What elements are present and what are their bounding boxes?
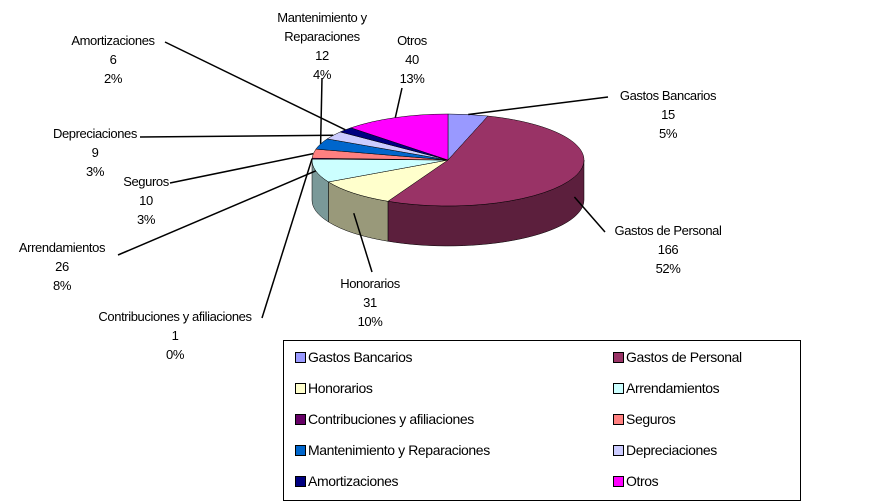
legend-item: Seguros [613, 409, 676, 429]
label-value: 15 [661, 107, 675, 122]
label-name: Depreciaciones [52, 126, 137, 141]
slice [387, 115, 585, 207]
label-name: Gastos Bancarios [619, 88, 717, 103]
legend-item: Mantenimiento y Reparaciones [295, 440, 490, 460]
legend-label: Honorarios [308, 380, 373, 396]
legend-label: Arrendamientos [626, 380, 720, 396]
slice [327, 159, 449, 202]
label-name: Arrendamientos [18, 240, 106, 255]
label-value: 26 [55, 259, 69, 274]
legend-label: Gastos Bancarios [308, 349, 413, 365]
label-percent: 5% [659, 126, 677, 141]
label-percent: 3% [86, 164, 104, 179]
label-value: 40 [405, 52, 419, 67]
label-value: 1 [171, 328, 179, 343]
legend-label: Seguros [626, 411, 676, 427]
legend-swatch [295, 351, 306, 363]
legend-item: Gastos de Personal [613, 347, 742, 367]
legend-swatch [613, 351, 624, 363]
legend-item: Otros [613, 471, 659, 491]
legend-swatch [295, 475, 306, 487]
data-label: Contribuciones y afiliaciones 1 0% [80, 307, 270, 364]
legend-swatch [613, 413, 624, 425]
legend-box [283, 340, 801, 501]
data-label: Gastos de Personal 166 52% [600, 221, 736, 278]
label-name: Contribuciones y afiliaciones [98, 309, 252, 324]
label-value: 166 [657, 242, 679, 257]
legend-swatch [295, 444, 306, 456]
leader-line [169, 152, 314, 184]
label-percent: 13% [399, 71, 425, 86]
leader-line [117, 170, 317, 256]
legend-swatch [295, 382, 306, 394]
data-label: Amortizaciones 6 2% [56, 31, 170, 88]
label-name: Otros [397, 33, 427, 48]
label-name: Gastos de Personal [614, 223, 722, 238]
leader-line [468, 96, 609, 116]
data-label: Gastos Bancarios 15 5% [610, 86, 726, 143]
legend-item: Amortizaciones [295, 471, 399, 491]
legend-item: Arrendamientos [613, 378, 720, 398]
legend-label: Mantenimiento y Reparaciones [308, 442, 490, 458]
label-percent: 52% [655, 261, 681, 276]
legend-label: Contribuciones y afiliaciones [308, 411, 474, 427]
data-label: Mantenimiento y Reparaciones 12 4% [262, 8, 382, 84]
data-label: Seguros 10 3% [116, 172, 176, 229]
legend-item: Honorarios [295, 378, 373, 398]
label-percent: 0% [166, 347, 184, 362]
legend-label: Otros [626, 473, 659, 489]
label-value: 10 [139, 193, 153, 208]
label-percent: 8% [53, 278, 71, 293]
label-name: Seguros [123, 174, 169, 189]
label-percent: 4% [313, 67, 331, 82]
label-value: 31 [363, 295, 377, 310]
label-percent: 10% [357, 314, 383, 329]
label-value: 9 [91, 145, 99, 160]
legend-swatch [613, 444, 624, 456]
legend-swatch [295, 413, 306, 425]
leader-line [573, 196, 606, 233]
label-percent: 2% [104, 71, 122, 86]
leader-line [319, 77, 323, 144]
legend-swatch [613, 382, 624, 394]
legend-item: Depreciaciones [613, 440, 717, 460]
legend-label: Depreciaciones [626, 442, 717, 458]
leader-line [139, 134, 334, 138]
leader-line [353, 212, 373, 273]
data-label: Otros 40 13% [380, 31, 444, 88]
data-label: Depreciaciones 9 3% [40, 124, 150, 181]
data-label: Arrendamientos 26 8% [0, 238, 124, 295]
label-value: 6 [109, 52, 117, 67]
label-value: 12 [315, 48, 329, 63]
legend-item: Gastos Bancarios [295, 347, 413, 367]
label-name: Amortizaciones [71, 33, 155, 48]
legend-item: Contribuciones y afiliaciones [295, 409, 474, 429]
legend-swatch [613, 475, 624, 487]
legend-label: Amortizaciones [308, 473, 399, 489]
legend-label: Gastos de Personal [626, 349, 742, 365]
label-name: Honorarios [340, 276, 400, 291]
label-percent: 3% [137, 212, 155, 227]
leader-line [164, 41, 346, 131]
leader-line [394, 87, 403, 118]
leader-line [261, 158, 313, 319]
label-name: Mantenimiento y Reparaciones [277, 10, 367, 44]
data-label: Honorarios 31 10% [320, 274, 420, 331]
